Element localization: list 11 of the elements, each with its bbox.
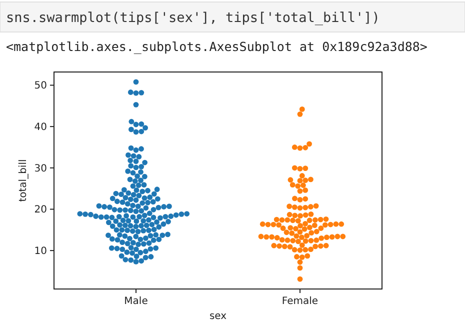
x-axis-title: sex — [209, 311, 227, 322]
y-tick-label: 30 — [34, 163, 47, 174]
x-tick-label: Male — [124, 296, 148, 307]
y-tick-label: 50 — [34, 80, 47, 92]
y-axis-title: total_bill — [18, 159, 29, 202]
text: <matplotlib.axes._subplots.AxesSubplot at 0x189c92a3d88> — [6, 39, 428, 54]
y-tick-label: 40 — [34, 122, 47, 134]
y-tick-label: 10 — [34, 246, 47, 258]
x-tick-label: Female — [282, 296, 318, 307]
y-tick-label: 20 — [34, 204, 47, 216]
text: sns.swarmplot(tips['sex'], tips['total_bill']) — [6, 10, 380, 26]
